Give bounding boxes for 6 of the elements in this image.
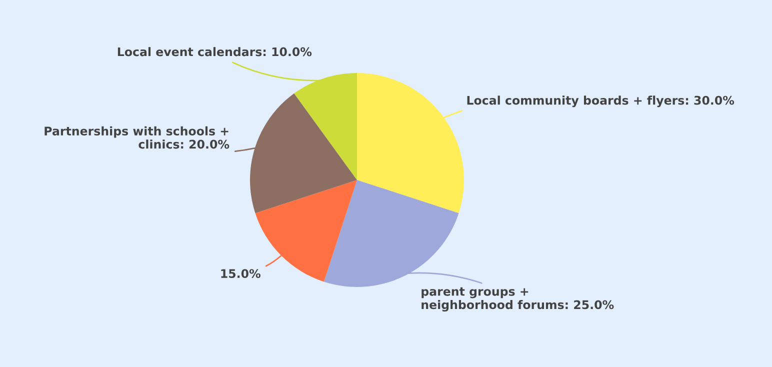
slice-label: Partnerships with schools + clinics: 20.0% xyxy=(44,126,230,149)
slice-label: parent groups + neighborhood forums: 25.0% xyxy=(422,287,614,312)
data-label: 15.0% xyxy=(221,269,260,278)
slice-label: Local community boards + flyers: 30.0% xyxy=(467,96,734,108)
slice-label: Local event calendars: 10.0% xyxy=(118,47,312,56)
pie-slice xyxy=(357,73,464,214)
